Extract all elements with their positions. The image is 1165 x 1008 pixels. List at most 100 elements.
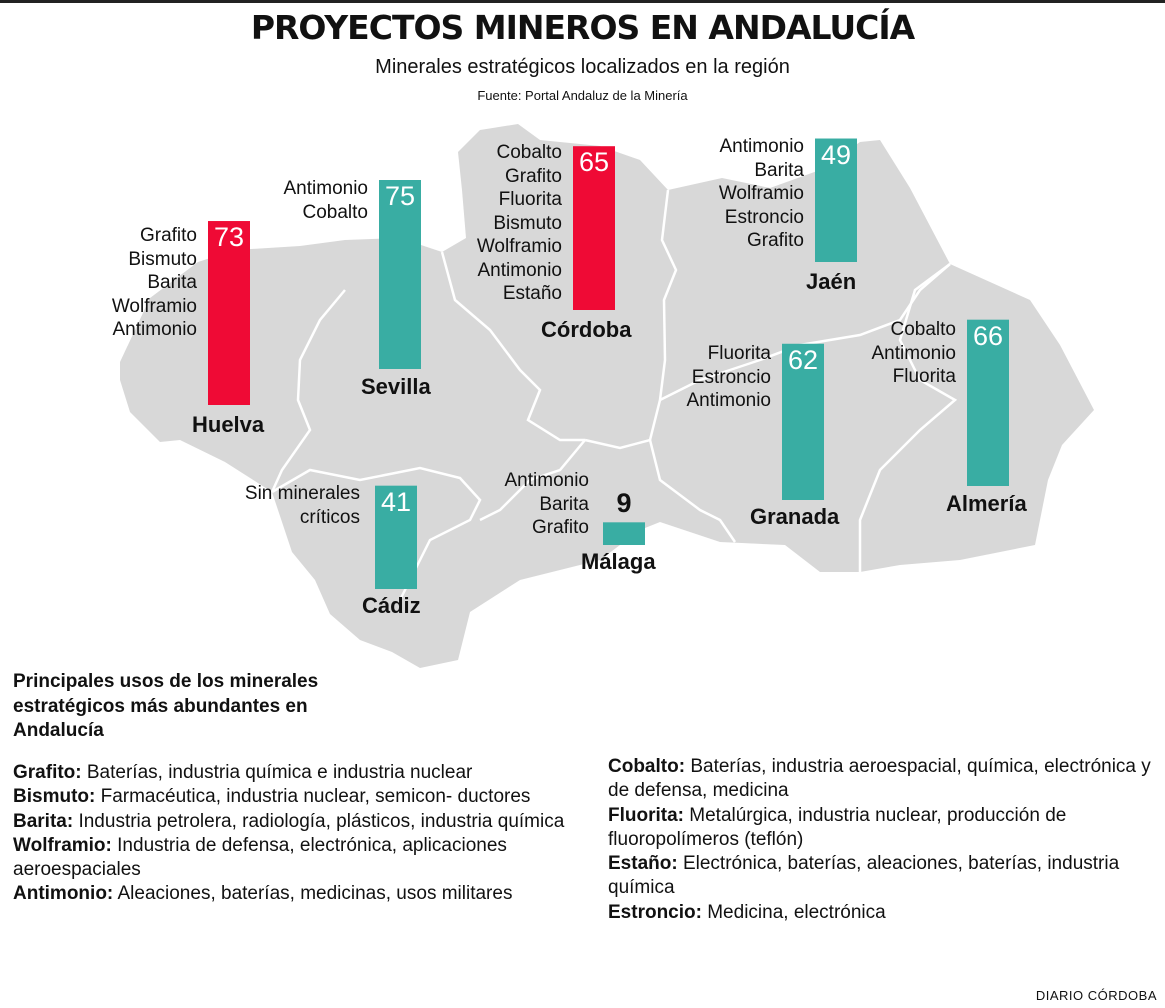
use-mineral: Antimonio: xyxy=(13,883,114,905)
uses-left-column: Grafito: Baterías, industria química e i… xyxy=(13,761,573,907)
use-text: Baterías, industria química e industria … xyxy=(81,762,473,783)
border-sevilla-cordoba xyxy=(440,251,585,442)
mineral-item: Cobalto xyxy=(890,319,957,340)
bars xyxy=(208,138,1009,589)
mineral-list-almeria: Cobalto Antimonio Fluorita xyxy=(872,318,957,389)
value-label-jaen: 49 xyxy=(820,139,852,170)
use-entry: Cobalto: Baterías, industria aeroespacia… xyxy=(608,755,1153,804)
mineral-item: Barita xyxy=(754,159,804,181)
mineral-list-sevilla: Antimonio Cobalto xyxy=(284,177,369,224)
mineral-item: Grafito xyxy=(746,230,804,251)
mineral-item: Antimonio xyxy=(283,178,369,199)
mineral-item: Grafito xyxy=(504,165,562,187)
use-mineral: Wolframio: xyxy=(13,834,112,856)
use-text: Medicina, electrónica xyxy=(701,901,886,923)
use-mineral: Estaño: xyxy=(608,853,678,875)
bar-almeria xyxy=(967,319,1009,486)
use-text: Baterías, industria aeroespacial, químic… xyxy=(608,756,1151,802)
border-sevilla-malaga xyxy=(479,439,586,522)
mineral-list-granada: Fluorita Estroncio Antimonio xyxy=(687,342,772,413)
value-label-granada: 62 xyxy=(787,344,819,375)
mineral-item: Wolframio xyxy=(476,236,562,257)
province-name-huelva: Huelva xyxy=(192,412,265,437)
mineral-item: Sin minerales xyxy=(244,483,360,504)
mineral-item: críticos xyxy=(299,506,360,528)
province-name-jaen: Jaén xyxy=(806,269,857,294)
province-name-cordoba: Córdoba xyxy=(541,317,632,342)
province-name-malaga: Málaga xyxy=(581,549,656,574)
mineral-item: Cobalto xyxy=(302,201,369,223)
mineral-list-cordoba: Cobalto Grafito Fluorita Bismuto Wolframio An… xyxy=(477,141,562,306)
credit: DIARIO CÓRDOBA xyxy=(1035,988,1157,1003)
use-entry: Estroncio: Medicina, electrónica xyxy=(608,901,1153,925)
value-label-cordoba: 65 xyxy=(578,147,610,178)
use-text: Aleaciones, baterías, medicinas, usos mi… xyxy=(113,883,513,905)
use-text: Farmacéutica, industria nuclear, semicon… xyxy=(95,786,531,808)
province-name-granada: Granada xyxy=(750,504,840,529)
mineral-item: Wolframio xyxy=(718,183,804,204)
chart-subtitle: Minerales estratégicos localizados en la… xyxy=(375,56,790,78)
mineral-item: Fluorita xyxy=(892,366,956,387)
mineral-item: Bismuto xyxy=(493,212,562,234)
mineral-list-huelva: Grafito Bismuto Barita Wolframio Antimonio xyxy=(112,224,197,342)
mineral-item: Estroncio xyxy=(691,366,771,388)
mineral-item: Barita xyxy=(539,493,589,515)
mineral-item: Antimonio xyxy=(686,390,772,411)
use-entry: Fluorita: Metalúrgica, industria nuclear… xyxy=(608,804,1153,853)
top-rule xyxy=(0,0,1165,3)
mineral-item: Barita xyxy=(147,272,197,293)
mineral-item: Grafito xyxy=(531,517,589,538)
uses-heading: Principales usos de los minerales estrat… xyxy=(13,671,319,741)
use-entry: Barita: Industria petrolera, radiología,… xyxy=(13,810,573,834)
use-entry: Wolframio: Industria de defensa, electró… xyxy=(13,834,573,883)
province-borders xyxy=(270,189,958,601)
mineral-item: Wolframio xyxy=(111,295,197,317)
mineral-item: Estroncio xyxy=(724,206,804,228)
use-mineral: Bismuto: xyxy=(13,786,96,808)
use-mineral: Grafito: xyxy=(13,762,82,783)
border-granada-almeria xyxy=(858,262,958,572)
chart-title: PROYECTOS MINEROS EN ANDALUCÍA xyxy=(250,8,915,47)
use-text: Electrónica, baterías, aleaciones, bater… xyxy=(608,853,1120,899)
province-name-almeria: Almería xyxy=(946,491,1027,516)
mineral-item: Antimonio xyxy=(719,136,805,157)
mineral-list-malaga: Antimonio Barita Grafito xyxy=(505,469,590,540)
mineral-item: Antimonio xyxy=(112,319,198,340)
mineral-item: Estaño xyxy=(502,283,562,304)
value-label-cadiz: 41 xyxy=(380,486,412,517)
bar-huelva xyxy=(208,221,250,405)
bar-cordoba xyxy=(573,146,615,310)
border-malaga-granada xyxy=(584,438,737,543)
use-entry: Bismuto: Farmacéutica, industria nuclear… xyxy=(13,785,573,809)
mineral-item: Bismuto xyxy=(128,248,197,270)
mineral-item: Antimonio xyxy=(477,259,563,281)
bar-malaga xyxy=(603,522,645,545)
province-name-cadiz: Cádiz xyxy=(362,593,421,618)
use-mineral: Barita: xyxy=(13,810,74,832)
use-entry: Antimonio: Aleaciones, baterías, medicin… xyxy=(13,882,573,906)
chart-source: Fuente: Portal Andaluz de la Minería xyxy=(477,88,688,103)
use-text: Industria petrolera, radiología, plástic… xyxy=(73,810,565,832)
border-huelva-sevilla xyxy=(270,289,346,493)
mineral-item: Antimonio xyxy=(871,342,957,364)
mineral-item: Fluorita xyxy=(707,343,771,364)
use-text: Industria de defensa, electrónica, aplic… xyxy=(13,834,507,881)
bar-jaen xyxy=(815,138,857,262)
mineral-item: Cobalto xyxy=(496,142,563,163)
border-sevilla-cadiz xyxy=(271,466,482,601)
province-name-sevilla: Sevilla xyxy=(361,374,431,399)
value-label-almeria: 66 xyxy=(972,320,1004,351)
use-mineral: Fluorita: xyxy=(608,804,684,826)
bar-granada xyxy=(782,343,824,500)
mineral-list-jaen: Antimonio Barita Wolframio Estroncio Grafito xyxy=(719,135,804,253)
bar-cadiz xyxy=(375,485,417,589)
border-jaen-granada xyxy=(659,263,951,402)
use-mineral: Cobalto: xyxy=(608,756,686,777)
mineral-item: Antimonio xyxy=(504,470,590,491)
value-label-huelva: 73 xyxy=(213,222,245,253)
use-entry: Estaño: Electrónica, baterías, aleacione… xyxy=(608,852,1153,901)
mineral-item: Fluorita xyxy=(498,189,562,210)
uses-right-column: Cobalto: Baterías, industria aeroespacia… xyxy=(608,755,1153,925)
value-label-sevilla: 75 xyxy=(384,181,416,211)
